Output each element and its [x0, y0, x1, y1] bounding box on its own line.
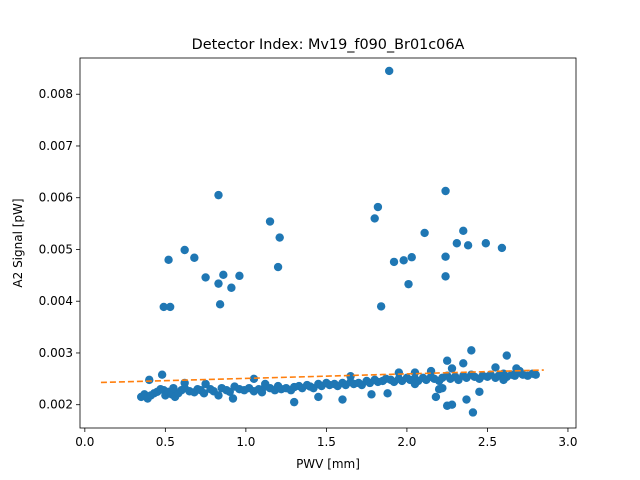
data-point: [452, 239, 462, 248]
data-point: [389, 257, 399, 267]
data-point: [462, 395, 471, 404]
data-point: [227, 283, 236, 292]
data-point: [346, 372, 355, 381]
x-tick-label: 1.5: [317, 435, 336, 449]
data-point: [531, 370, 540, 379]
y-tick-label: 0.008: [39, 87, 73, 101]
y-tick-label: 0.004: [39, 294, 73, 308]
data-point: [275, 233, 284, 242]
data-point: [463, 241, 473, 250]
data-point: [159, 302, 168, 312]
data-point: [404, 279, 413, 289]
plot-layer: [100, 66, 544, 417]
data-point: [367, 390, 376, 399]
data-point: [384, 66, 394, 76]
data-point: [199, 389, 209, 398]
plot-frame: [79, 57, 577, 429]
data-point: [442, 356, 452, 365]
y-tick-label: 0.003: [39, 346, 73, 360]
data-point: [165, 302, 175, 312]
data-point: [491, 363, 500, 372]
data-point: [164, 255, 173, 265]
tick-layer: 0.0 0.5 1.0 1.5 2.0 2.5 3.0 0.002 0.003 0.004 0.00…: [39, 87, 578, 449]
y-tick-label: 0.006: [39, 191, 73, 205]
data-point: [145, 375, 154, 385]
y-tick-label: 0.002: [39, 398, 73, 412]
data-point: [201, 379, 210, 389]
x-tick-label: 2.5: [478, 435, 497, 449]
data-point: [399, 256, 408, 265]
x-tick-label: 0.5: [156, 435, 175, 449]
data-point: [190, 253, 199, 262]
x-tick-label: 1.0: [236, 435, 255, 449]
data-point: [410, 379, 420, 389]
data-point: [219, 270, 228, 280]
data-point: [441, 252, 450, 261]
data-point: [431, 392, 441, 402]
chart-title: Detector Index: Mv19_f090_Br01c06A: [192, 37, 465, 53]
data-point: [468, 408, 478, 417]
data-point: [441, 272, 450, 281]
data-point: [459, 226, 468, 236]
y-tick-label: 0.007: [39, 139, 73, 153]
data-point: [467, 346, 476, 355]
data-point: [502, 351, 511, 360]
data-point: [169, 383, 178, 393]
data-point: [442, 401, 452, 410]
x-axis-label: PWV [mm]: [296, 457, 360, 471]
data-point: [407, 253, 416, 262]
x-tick-label: 2.0: [397, 435, 416, 449]
data-point: [438, 383, 447, 393]
data-point: [394, 368, 404, 377]
y-axis-label: A2 Signal [pW]: [11, 198, 25, 287]
data-point: [260, 379, 270, 389]
x-tick-label: 0.0: [75, 435, 94, 449]
data-point: [214, 391, 223, 400]
data-point: [235, 271, 244, 281]
data-point: [215, 300, 225, 309]
data-point: [214, 190, 223, 200]
data-point: [420, 228, 429, 238]
data-point: [499, 375, 508, 385]
data-point: [410, 368, 420, 377]
data-point: [370, 214, 379, 223]
data-point: [314, 392, 323, 402]
data-point: [338, 395, 347, 404]
data-point: [475, 387, 484, 396]
fit-line: [100, 369, 544, 384]
data-point: [497, 243, 507, 253]
data-point: [441, 186, 450, 196]
data-point: [459, 359, 468, 368]
data-point: [447, 364, 457, 373]
data-point: [201, 273, 210, 282]
data-point: [265, 217, 275, 226]
data-point: [481, 239, 491, 248]
x-tick-label: 3.0: [558, 435, 577, 449]
data-point: [373, 202, 383, 212]
y-tick-label: 0.005: [39, 242, 73, 256]
data-point: [180, 245, 189, 255]
data-point: [157, 370, 167, 379]
data-point: [228, 394, 238, 403]
data-point: [273, 262, 283, 272]
data-point: [376, 302, 386, 311]
data-point: [214, 279, 223, 288]
data-point: [289, 397, 299, 407]
data-point: [383, 389, 392, 398]
